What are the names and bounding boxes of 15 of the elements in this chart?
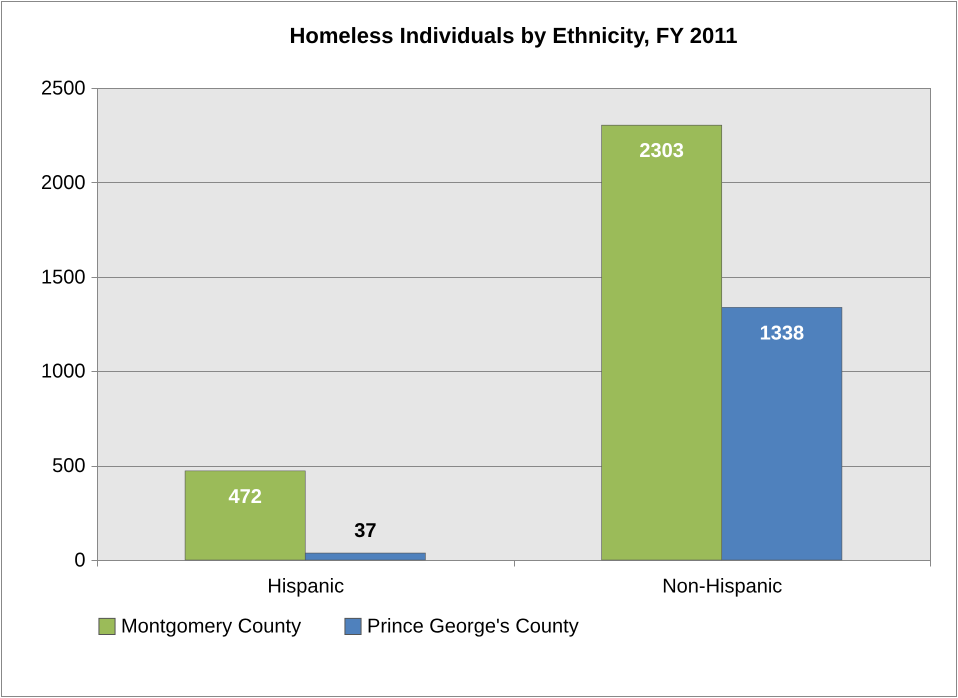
data-label: 1338 <box>760 322 804 344</box>
y-tick-label: 2000 <box>41 172 86 194</box>
y-tick-label: 1500 <box>41 266 86 288</box>
chart-title: Homeless Individuals by Ethnicity, FY 2011 <box>290 23 738 48</box>
y-tick-label: 500 <box>52 455 86 478</box>
y-tick-label: 2500 <box>41 78 86 100</box>
legend-label: Montgomery County <box>121 615 302 638</box>
x-tick-label: Hispanic <box>267 576 344 598</box>
legend-label: Prince George's County <box>367 615 579 638</box>
y-tick-label: 1000 <box>41 360 86 383</box>
y-tick-label: 0 <box>74 550 86 572</box>
data-label: 37 <box>354 520 376 542</box>
data-label: 2303 <box>639 140 684 162</box>
x-tick-label: Non-Hispanic <box>662 576 782 598</box>
data-label: 472 <box>228 486 262 508</box>
